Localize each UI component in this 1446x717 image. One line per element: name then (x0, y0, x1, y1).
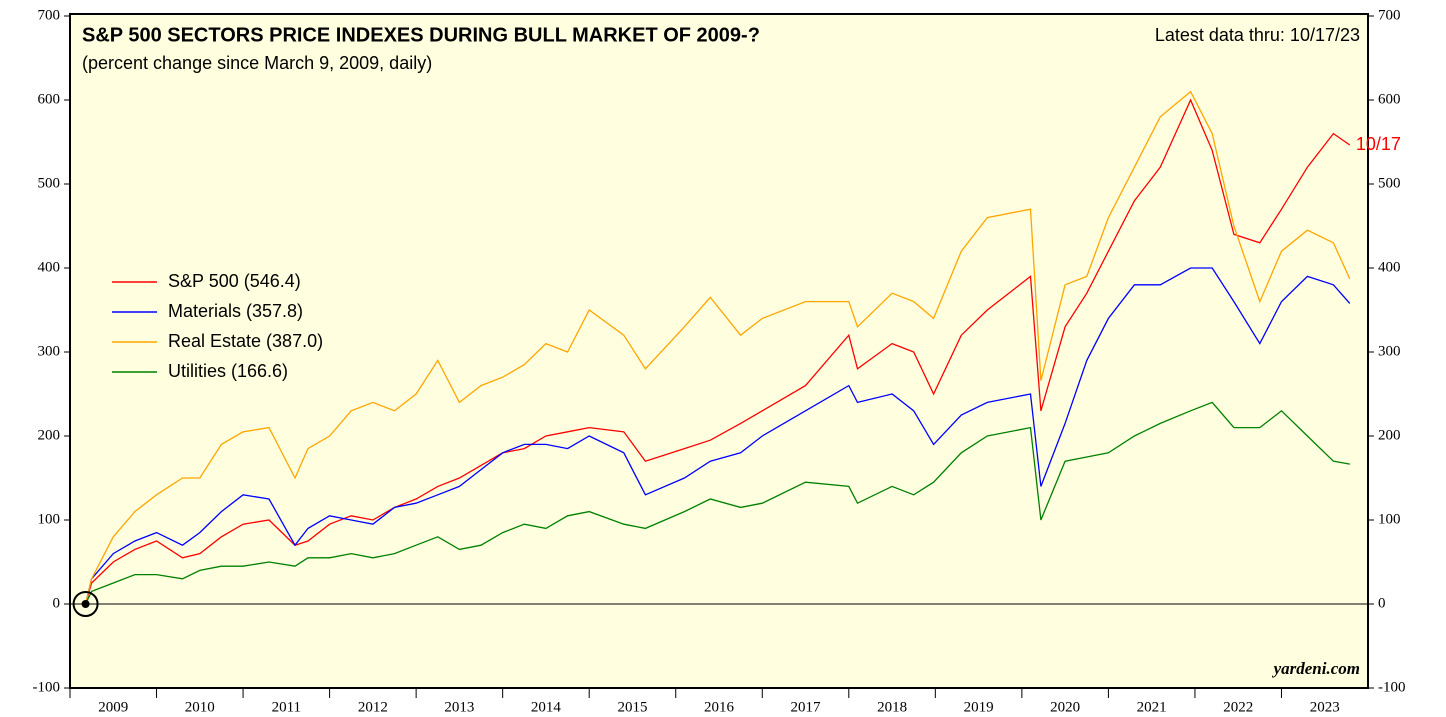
legend-label: Utilities (166.6) (168, 361, 288, 381)
y-tick-label: 600 (38, 91, 61, 107)
x-tick-label: 2016 (704, 699, 735, 715)
y2-tick-label: 100 (1378, 511, 1401, 527)
y-tick-label: 100 (38, 511, 61, 527)
x-tick-label: 2023 (1310, 699, 1340, 715)
y2-tick-label: 600 (1378, 91, 1401, 107)
x-tick-label: 2011 (272, 699, 301, 715)
origin-marker (72, 591, 99, 617)
y2-tick-label: 400 (1378, 259, 1401, 275)
x-tick-label: 2019 (964, 699, 994, 715)
x-tick-label: 2018 (877, 699, 907, 715)
x-tick-label: 2012 (358, 699, 388, 715)
end-label: 10/17 (1356, 134, 1401, 154)
legend-label: Real Estate (387.0) (168, 331, 323, 351)
x-tick-label: 2020 (1050, 699, 1080, 715)
origin-dot (81, 600, 90, 608)
y-tick-label: 500 (38, 175, 61, 191)
series-line (85, 401, 1350, 605)
legend-label: S&P 500 (546.4) (168, 271, 301, 291)
legend-label: Materials (357.8) (168, 301, 303, 321)
x-tick-label: 2017 (791, 699, 822, 715)
watermark: yardeni.com (1272, 659, 1360, 678)
y-tick-label: 0 (53, 595, 61, 611)
y2-tick-label: 300 (1378, 343, 1401, 359)
x-tick-label: 2015 (617, 699, 647, 715)
y2-tick-label: -100 (1378, 679, 1406, 695)
x-tick-label: 2022 (1223, 699, 1253, 715)
latest-date-note: Latest data thru: 10/17/23 (1155, 25, 1360, 45)
series-line (84, 267, 1351, 605)
y-tick-label: 700 (38, 7, 61, 23)
x-tick-label: 2013 (444, 699, 474, 715)
y-tick-label: 400 (38, 259, 61, 275)
y2-tick-label: 700 (1378, 7, 1401, 23)
y-tick-label: 300 (38, 343, 61, 359)
chart-title: S&P 500 SECTORS PRICE INDEXES DURING BUL… (82, 24, 760, 46)
x-tick-label: 2010 (185, 699, 215, 715)
x-tick-label: 2009 (98, 699, 128, 715)
y-tick-label: -100 (33, 679, 61, 695)
series-line (84, 98, 1351, 605)
plot-area (69, 13, 1369, 689)
y2-tick-label: 200 (1378, 427, 1401, 443)
x-tick-label: 2021 (1137, 699, 1167, 715)
chart-subtitle: (percent change since March 9, 2009, dai… (82, 53, 432, 73)
series-line (84, 90, 1351, 605)
y-tick-label: 200 (38, 427, 61, 443)
y2-tick-label: 0 (1378, 595, 1386, 611)
x-tick-label: 2014 (531, 699, 562, 715)
y2-tick-label: 500 (1378, 175, 1401, 191)
